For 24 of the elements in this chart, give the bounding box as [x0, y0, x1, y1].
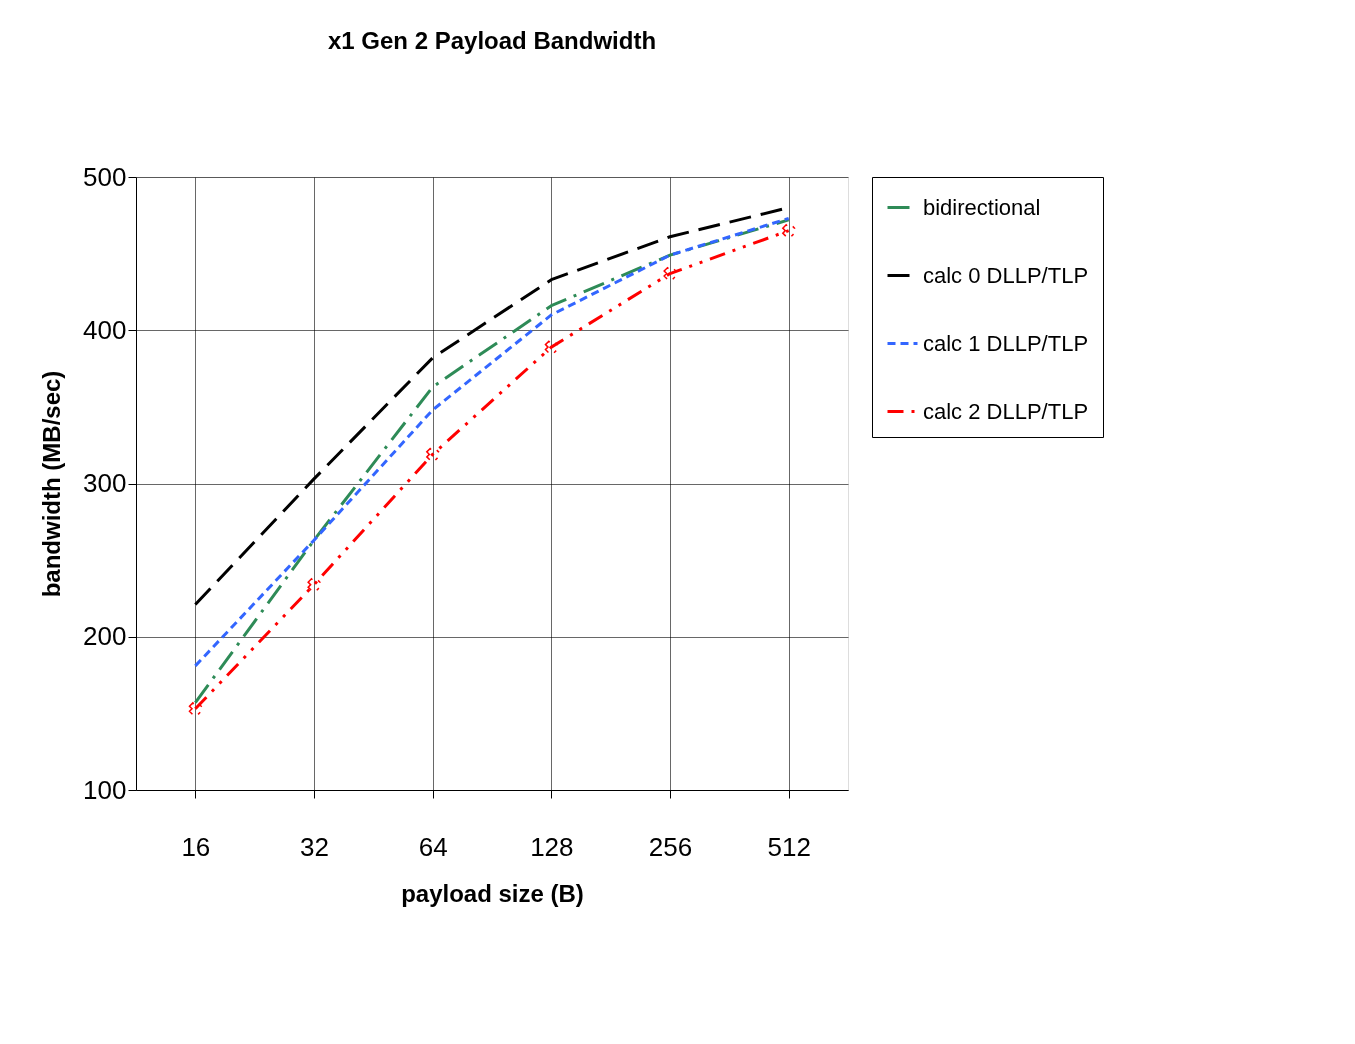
legend-label: bidirectional: [923, 194, 1041, 220]
x-tick-label: 256: [648, 831, 693, 862]
point: [663, 266, 677, 281]
y-axis-title: bandwidth (MB/sec): [38, 370, 66, 598]
x-tick-label: 512: [767, 831, 811, 862]
point: [782, 224, 796, 238]
point: [188, 702, 202, 716]
point: [426, 447, 440, 461]
x-tick-label: 64: [418, 831, 448, 862]
point: [544, 340, 558, 354]
x-tick-label: 16: [181, 831, 211, 862]
x-tick-label: 128: [530, 831, 574, 862]
x-tick-label: 32: [300, 831, 329, 862]
y-tick-label: 300: [83, 468, 127, 498]
chart-title: x1 Gen 2 Payload Bandwidth: [327, 27, 657, 54]
y-tick-label: 100: [83, 774, 127, 805]
legend-label: calc 1 DLLP/TLP: [923, 330, 1089, 356]
y-tick-label: 400: [83, 314, 127, 345]
y-tick-label: 200: [83, 621, 127, 652]
y-tick-label: 500: [83, 161, 127, 192]
x-axis-title: payload size (B): [401, 879, 584, 907]
legend-label: calc 0 DLLP/TLP: [923, 262, 1089, 288]
point: [307, 578, 321, 592]
legend-label: calc 2 DLLP/TLP: [923, 398, 1089, 424]
